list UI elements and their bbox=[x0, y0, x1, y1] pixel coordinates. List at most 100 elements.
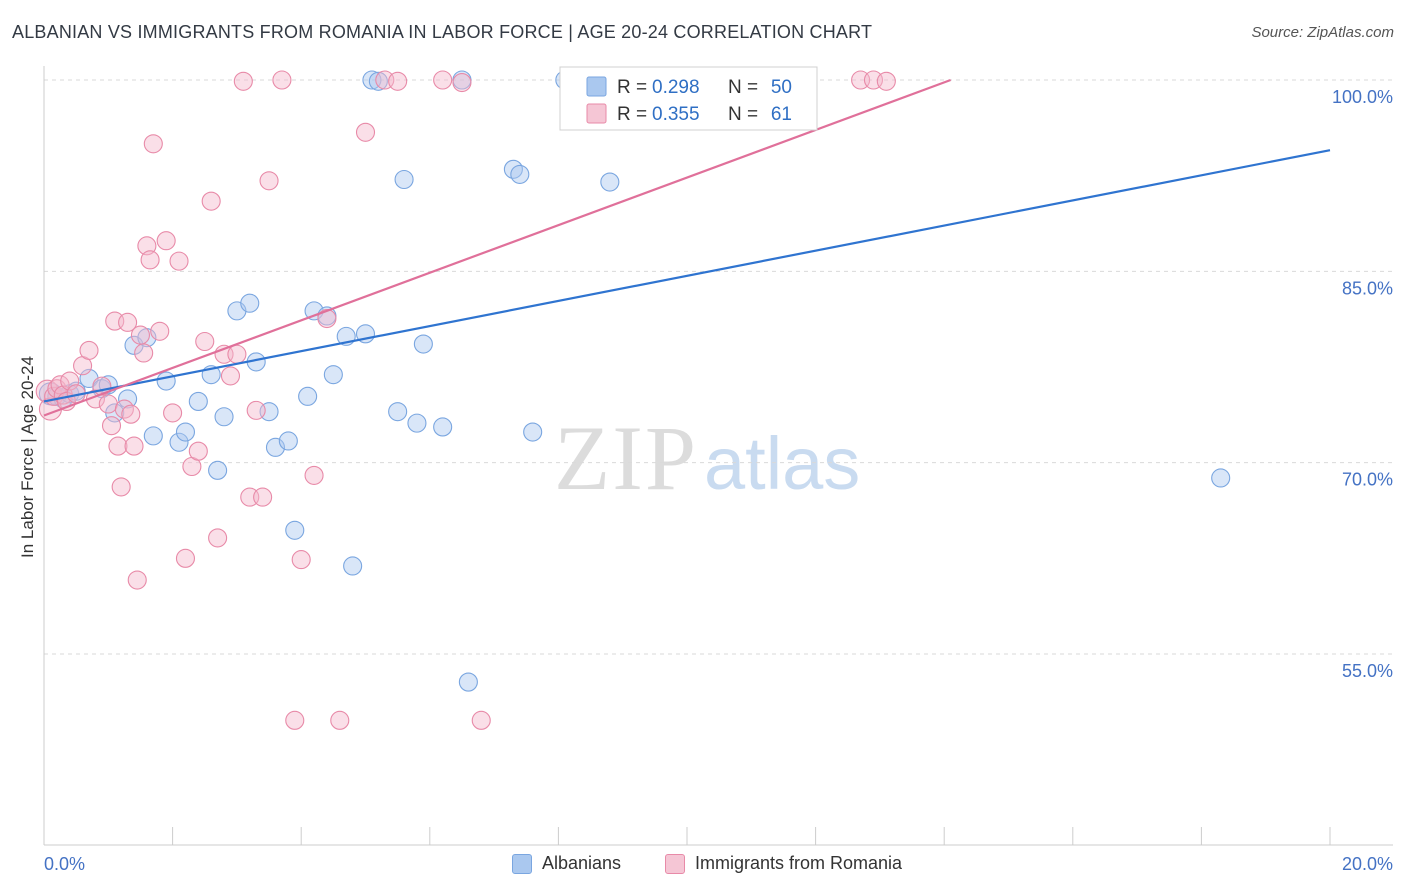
legend-n-value: 61 bbox=[771, 104, 792, 125]
legend-item-romania[interactable]: Immigrants from Romania bbox=[665, 853, 902, 874]
source-credit: Source: ZipAtlas.com bbox=[1251, 24, 1394, 41]
albanian-point bbox=[523, 422, 543, 442]
romania-point bbox=[188, 441, 208, 461]
albanian-point bbox=[156, 371, 176, 391]
watermark-atlas: atlas bbox=[704, 422, 861, 505]
points-layer bbox=[35, 70, 1231, 730]
romania-point bbox=[355, 122, 376, 142]
romania-point bbox=[272, 70, 292, 90]
romania-point bbox=[253, 487, 273, 507]
albanian-point bbox=[458, 672, 478, 692]
romania-point bbox=[121, 404, 141, 424]
albanian-point bbox=[413, 334, 433, 354]
romania-point bbox=[101, 416, 122, 436]
albanian-point bbox=[143, 426, 163, 446]
romania-point bbox=[114, 399, 134, 419]
romania-point bbox=[388, 71, 408, 91]
romania-point bbox=[79, 340, 99, 360]
romania-point bbox=[208, 528, 228, 548]
romania-point bbox=[220, 366, 241, 386]
watermark-zip: ZIP bbox=[554, 407, 698, 509]
albanian-point bbox=[208, 460, 228, 480]
romania-point bbox=[195, 331, 215, 352]
legend-r-label: R = bbox=[617, 104, 647, 125]
romania-point bbox=[118, 312, 138, 332]
romania-point bbox=[98, 394, 118, 414]
albanian-point bbox=[240, 293, 260, 313]
romania-point bbox=[227, 344, 247, 364]
romania-point bbox=[175, 548, 196, 568]
albanian-point bbox=[278, 431, 298, 451]
legend-n-label: N = bbox=[728, 104, 758, 125]
romania-point bbox=[156, 231, 176, 251]
y-tick-label: 100.0% bbox=[1332, 87, 1393, 107]
albanian-point bbox=[394, 169, 414, 190]
legend-swatch-albanians bbox=[512, 853, 532, 874]
romania-point bbox=[433, 70, 453, 90]
chart-title: ALBANIAN VS IMMIGRANTS FROM ROMANIA IN L… bbox=[12, 22, 873, 42]
romania-point bbox=[130, 325, 150, 345]
legend-r-value: 0.355 bbox=[652, 104, 700, 125]
romania-point bbox=[150, 321, 170, 341]
romania-point bbox=[304, 465, 324, 485]
romania-point bbox=[169, 251, 189, 271]
albanian-point bbox=[503, 159, 523, 179]
series-legend: Albanians Immigrants from Romania bbox=[0, 850, 1406, 880]
albanian-point bbox=[510, 164, 530, 184]
romania-point bbox=[137, 236, 157, 256]
romania-point bbox=[317, 308, 337, 329]
romania-point bbox=[163, 403, 183, 423]
romania-point bbox=[127, 570, 147, 590]
legend-swatch bbox=[586, 76, 607, 97]
romania-point bbox=[452, 73, 472, 93]
watermark: ZIPatlas bbox=[554, 405, 860, 511]
legend-label-romania: Immigrants from Romania bbox=[695, 853, 903, 873]
romania-point bbox=[285, 710, 305, 730]
albanian-point bbox=[169, 432, 189, 452]
legend-label-albanians: Albanians bbox=[542, 853, 622, 873]
albanian-point bbox=[188, 391, 208, 411]
legend-r-value: 0.298 bbox=[652, 77, 700, 98]
albanian-point bbox=[285, 520, 305, 540]
legend-item-albanians[interactable]: Albanians bbox=[512, 853, 621, 874]
romania-point bbox=[233, 71, 253, 91]
albanian-point bbox=[433, 417, 453, 437]
legend-swatch bbox=[586, 103, 607, 124]
albanian-trendline bbox=[43, 149, 1331, 403]
romania-point bbox=[291, 550, 311, 570]
romania-point bbox=[134, 343, 154, 363]
legend-r-label: R = bbox=[617, 77, 647, 98]
romania-point bbox=[330, 710, 350, 730]
romania-point bbox=[201, 191, 221, 211]
albanian-point bbox=[368, 71, 388, 91]
y-tick-label: 55.0% bbox=[1342, 661, 1393, 681]
y-tick-label: 70.0% bbox=[1342, 470, 1393, 490]
albanian-point bbox=[298, 386, 318, 406]
albanian-point bbox=[407, 413, 427, 433]
romania-point bbox=[111, 477, 131, 497]
romania-point bbox=[143, 134, 163, 154]
legend-swatch-romania bbox=[665, 853, 685, 874]
x-tick-label: 0.0% bbox=[44, 854, 85, 874]
albanian-point bbox=[214, 407, 234, 427]
romania-point bbox=[259, 171, 279, 191]
legend-n-label: N = bbox=[728, 77, 758, 98]
romania-point bbox=[124, 436, 144, 456]
trend-layer bbox=[43, 78, 1331, 417]
romania-point bbox=[108, 436, 128, 456]
romania-point bbox=[471, 710, 491, 730]
albanian-point bbox=[1211, 468, 1231, 488]
albanian-point bbox=[323, 365, 343, 385]
legend-n-value: 50 bbox=[771, 77, 792, 98]
albanian-point bbox=[118, 389, 138, 409]
x-tick-label: 20.0% bbox=[1342, 854, 1393, 874]
romania-point bbox=[876, 71, 896, 91]
correlation-legend: R = 0.298 N = 50 R = 0.355 N = 61 bbox=[559, 66, 818, 131]
romania-trendline bbox=[43, 78, 952, 417]
albanian-point bbox=[343, 556, 363, 576]
romania-point bbox=[246, 400, 266, 420]
albanian-point bbox=[175, 422, 196, 442]
albanian-point bbox=[600, 172, 620, 192]
y-tick-label: 85.0% bbox=[1342, 278, 1393, 298]
